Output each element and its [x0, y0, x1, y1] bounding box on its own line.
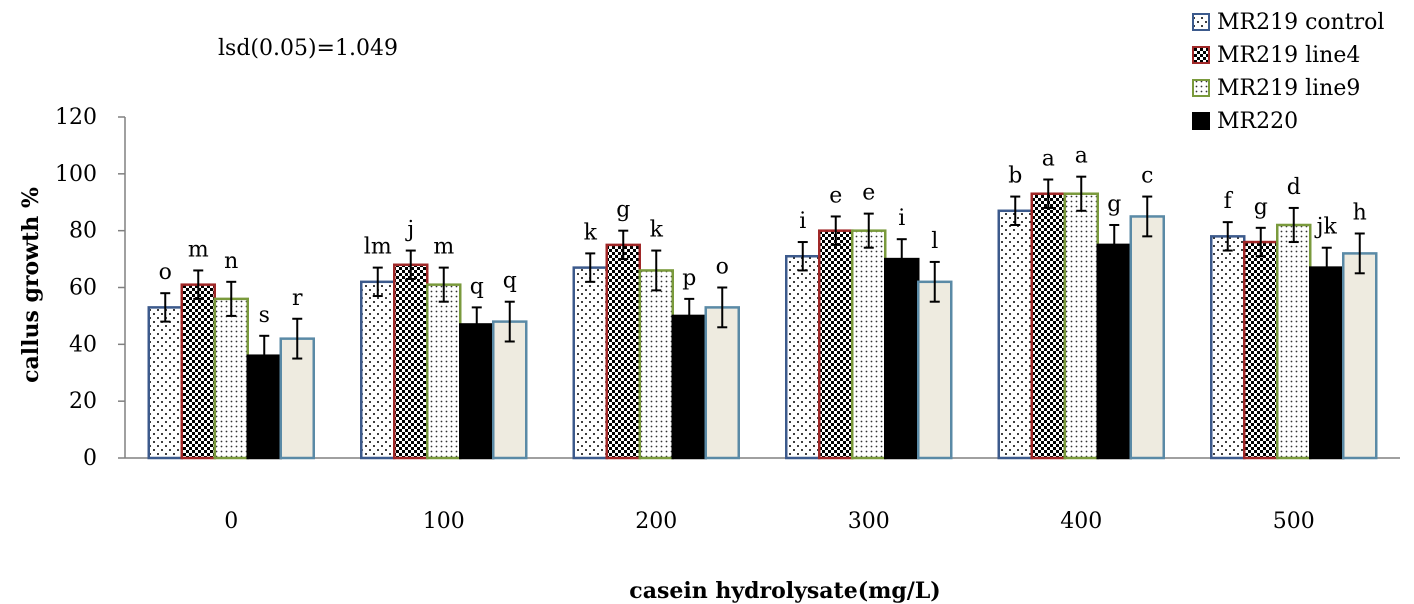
- significance-label: c: [1141, 164, 1153, 189]
- bar: [1096, 243, 1132, 460]
- significance-label: f: [1224, 189, 1234, 214]
- significance-label: e: [862, 181, 875, 206]
- significance-label: j: [404, 218, 414, 243]
- x-axis-title: casein hydrolysate(mg/L): [629, 578, 940, 604]
- lsd-annotation: lsd(0.05)=1.049: [218, 36, 398, 61]
- legend-swatch: [1192, 46, 1210, 64]
- bar: [851, 229, 887, 460]
- significance-label: b: [1008, 164, 1022, 189]
- significance-label: m: [433, 235, 454, 260]
- y-tick-label: 20: [69, 389, 97, 414]
- significance-label: d: [1287, 175, 1301, 200]
- significance-label: o: [716, 255, 729, 280]
- significance-label: g: [1254, 195, 1268, 220]
- legend-label: MR220: [1217, 109, 1298, 134]
- y-tick-label: 80: [69, 219, 97, 244]
- bar: [213, 297, 249, 460]
- bar: [1243, 240, 1279, 460]
- x-tick-label: 500: [1273, 509, 1315, 534]
- significance-label: p: [682, 266, 696, 291]
- y-axis-title: callus growth %: [18, 187, 44, 383]
- significance-label: m: [188, 237, 209, 262]
- legend-swatch: [1192, 13, 1210, 31]
- x-tick-label: 100: [423, 509, 465, 534]
- y-tick-label: 40: [69, 332, 97, 357]
- bar: [638, 269, 674, 460]
- significance-label: k: [650, 218, 664, 243]
- significance-label: i: [898, 206, 905, 231]
- bar: [180, 283, 216, 460]
- bar: [605, 243, 641, 460]
- significance-label: a: [1075, 144, 1088, 169]
- bar: [785, 254, 821, 460]
- y-tick-label: 0: [83, 446, 97, 471]
- bar: [818, 229, 854, 460]
- bar: [360, 280, 396, 460]
- y-axis: 0 20 40 60 80 100 120: [55, 105, 126, 471]
- significance-label: o: [159, 260, 172, 285]
- x-tick-label: 400: [1060, 509, 1102, 534]
- bar: [393, 263, 429, 460]
- bar: [1276, 223, 1312, 460]
- legend: MR219 control MR219 line4 MR219 line9 MR220: [1192, 10, 1384, 134]
- significance-label: k: [584, 220, 598, 245]
- x-tick-label: 200: [635, 509, 677, 534]
- y-tick-label: 120: [55, 105, 97, 130]
- significance-label: h: [1353, 201, 1367, 226]
- bar: [884, 257, 920, 460]
- bar: [1129, 215, 1165, 460]
- significance-label: e: [829, 183, 842, 208]
- bar: [572, 266, 608, 460]
- bar: [1030, 192, 1066, 460]
- significance-label: q: [470, 274, 484, 299]
- significance-label: i: [799, 209, 806, 234]
- bar: [1342, 252, 1378, 460]
- bar: [917, 280, 953, 460]
- significance-label: lm: [364, 235, 392, 260]
- significance-label: n: [224, 249, 238, 274]
- significance-label: r: [292, 286, 303, 311]
- bar: [147, 306, 183, 460]
- significance-label: l: [931, 229, 938, 254]
- x-tick-label: 0: [224, 509, 238, 534]
- y-tick-label: 100: [55, 162, 97, 187]
- significance-label: q: [503, 269, 517, 294]
- significance-label: jk: [1314, 215, 1338, 240]
- significance-label: s: [259, 303, 270, 328]
- bar: [426, 283, 462, 460]
- bar: [492, 320, 528, 460]
- significance-label: g: [616, 198, 630, 223]
- bar: [459, 323, 495, 460]
- y-tick-label: 60: [69, 276, 97, 301]
- legend-swatch: [1192, 112, 1210, 130]
- legend-label: MR219 control: [1217, 10, 1384, 35]
- legend-swatch: [1192, 79, 1210, 97]
- bar: [1063, 192, 1099, 460]
- bar: [997, 209, 1033, 460]
- bar: [1210, 235, 1246, 460]
- legend-label: MR219 line4: [1217, 43, 1360, 68]
- legend-label: MR219 line9: [1217, 76, 1360, 101]
- x-tick-label: 300: [848, 509, 890, 534]
- x-axis: 0 100 200 300 400 500: [125, 457, 1400, 534]
- bar: [1309, 266, 1345, 460]
- significance-label: a: [1042, 147, 1055, 172]
- significance-label: g: [1107, 192, 1121, 217]
- bar: [704, 306, 740, 460]
- bar: [671, 314, 707, 460]
